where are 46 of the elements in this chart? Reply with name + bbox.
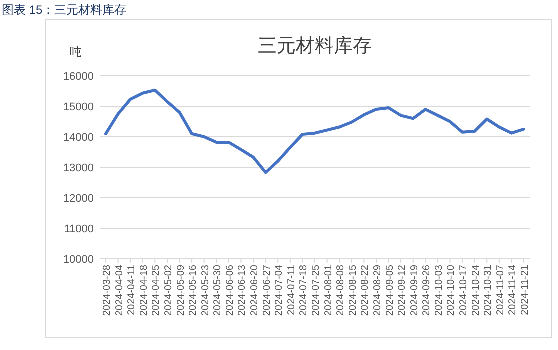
x-tick-label: 2024-08-08 bbox=[336, 264, 347, 316]
x-tick-label: 2024-08-29 bbox=[372, 264, 384, 316]
y-tick-label: 15000 bbox=[63, 102, 94, 114]
x-tick-label: 2024-06-20 bbox=[250, 264, 261, 316]
x-tick-label: 2024-05-16 bbox=[188, 264, 200, 316]
x-tick-label: 2024-07-11 bbox=[286, 264, 298, 316]
x-tick-label: 2024-09-19 bbox=[409, 264, 420, 316]
x-tick-label: 2024-10-10 bbox=[446, 264, 458, 316]
y-tick-label: 14000 bbox=[63, 132, 94, 144]
x-tick-label: 2024-06-27 bbox=[262, 264, 273, 316]
x-tick-label: 2024-08-15 bbox=[348, 264, 359, 316]
x-tick-label: 2024-09-12 bbox=[397, 264, 408, 316]
chart-title: 三元材料库存 bbox=[258, 35, 372, 57]
y-tick-label: 16000 bbox=[63, 71, 94, 83]
x-tick-label: 2024-04-11 bbox=[126, 264, 138, 316]
x-tick-label: 2024-11-07 bbox=[495, 264, 506, 316]
x-tick-label: 2024-05-23 bbox=[200, 264, 212, 316]
x-tick-label: 2024-07-25 bbox=[311, 264, 322, 316]
x-tick-label: 2024-05-09 bbox=[176, 264, 187, 316]
x-tick-label: 2024-07-18 bbox=[298, 264, 310, 316]
x-tick-label: 2024-07-04 bbox=[274, 264, 286, 316]
x-tick-label: 2024-10-17 bbox=[458, 264, 470, 316]
x-tick-label: 2024-08-01 bbox=[323, 264, 334, 316]
y-tick-label: 10000 bbox=[63, 254, 94, 266]
x-tick-label: 2024-04-25 bbox=[151, 264, 162, 316]
y-axis-title: 吨 bbox=[70, 45, 82, 59]
x-tick-label: 2024-10-24 bbox=[470, 264, 482, 316]
x-tick-label: 2024-03-28 bbox=[102, 264, 113, 316]
line-series bbox=[104, 88, 526, 174]
y-tick-label: 12000 bbox=[63, 193, 94, 205]
x-tick-label: 2024-05-30 bbox=[212, 264, 224, 316]
text: 图表 15：三元材料库存 bbox=[2, 3, 127, 17]
x-tick-label: 2024-04-04 bbox=[114, 264, 126, 316]
x-tick-label: 2024-11-14 bbox=[508, 264, 519, 316]
x-tick-label: 2024-05-02 bbox=[163, 264, 174, 316]
x-tick-label: 2024-04-18 bbox=[138, 264, 150, 316]
y-tick-label: 13000 bbox=[63, 162, 94, 174]
x-tick-label: 2024-08-22 bbox=[360, 264, 372, 316]
x-tick-label: 2024-06-06 bbox=[224, 264, 236, 316]
x-tick-label: 2024-11-21 bbox=[520, 264, 531, 316]
x-tick-label: 2024-10-03 bbox=[434, 264, 445, 316]
y-tick-label: 11000 bbox=[64, 224, 94, 236]
x-tick-label: 2024-10-31 bbox=[483, 264, 494, 316]
x-tick-label: 2024-06-13 bbox=[237, 264, 248, 316]
x-tick-label: 2024-09-26 bbox=[422, 264, 433, 316]
x-tick-label: 2024-09-05 bbox=[384, 264, 396, 316]
